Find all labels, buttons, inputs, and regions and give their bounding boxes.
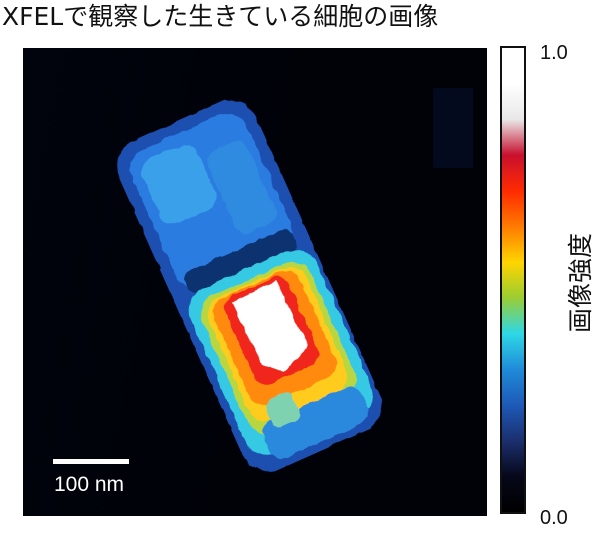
intensity-colorbar bbox=[500, 46, 526, 514]
scale-bar-label: 100 nm bbox=[54, 473, 125, 496]
colorbar-min-label: 0.0 bbox=[540, 507, 568, 529]
cell-image bbox=[23, 48, 487, 516]
colorbar-max-label: 1.0 bbox=[540, 42, 568, 64]
scale-bar bbox=[53, 459, 129, 464]
colorbar-title: 画像強度 bbox=[566, 232, 595, 334]
figure-title: XFELで観察した生きている細胞の画像 bbox=[2, 2, 439, 31]
cell-intensity-map bbox=[23, 48, 487, 516]
